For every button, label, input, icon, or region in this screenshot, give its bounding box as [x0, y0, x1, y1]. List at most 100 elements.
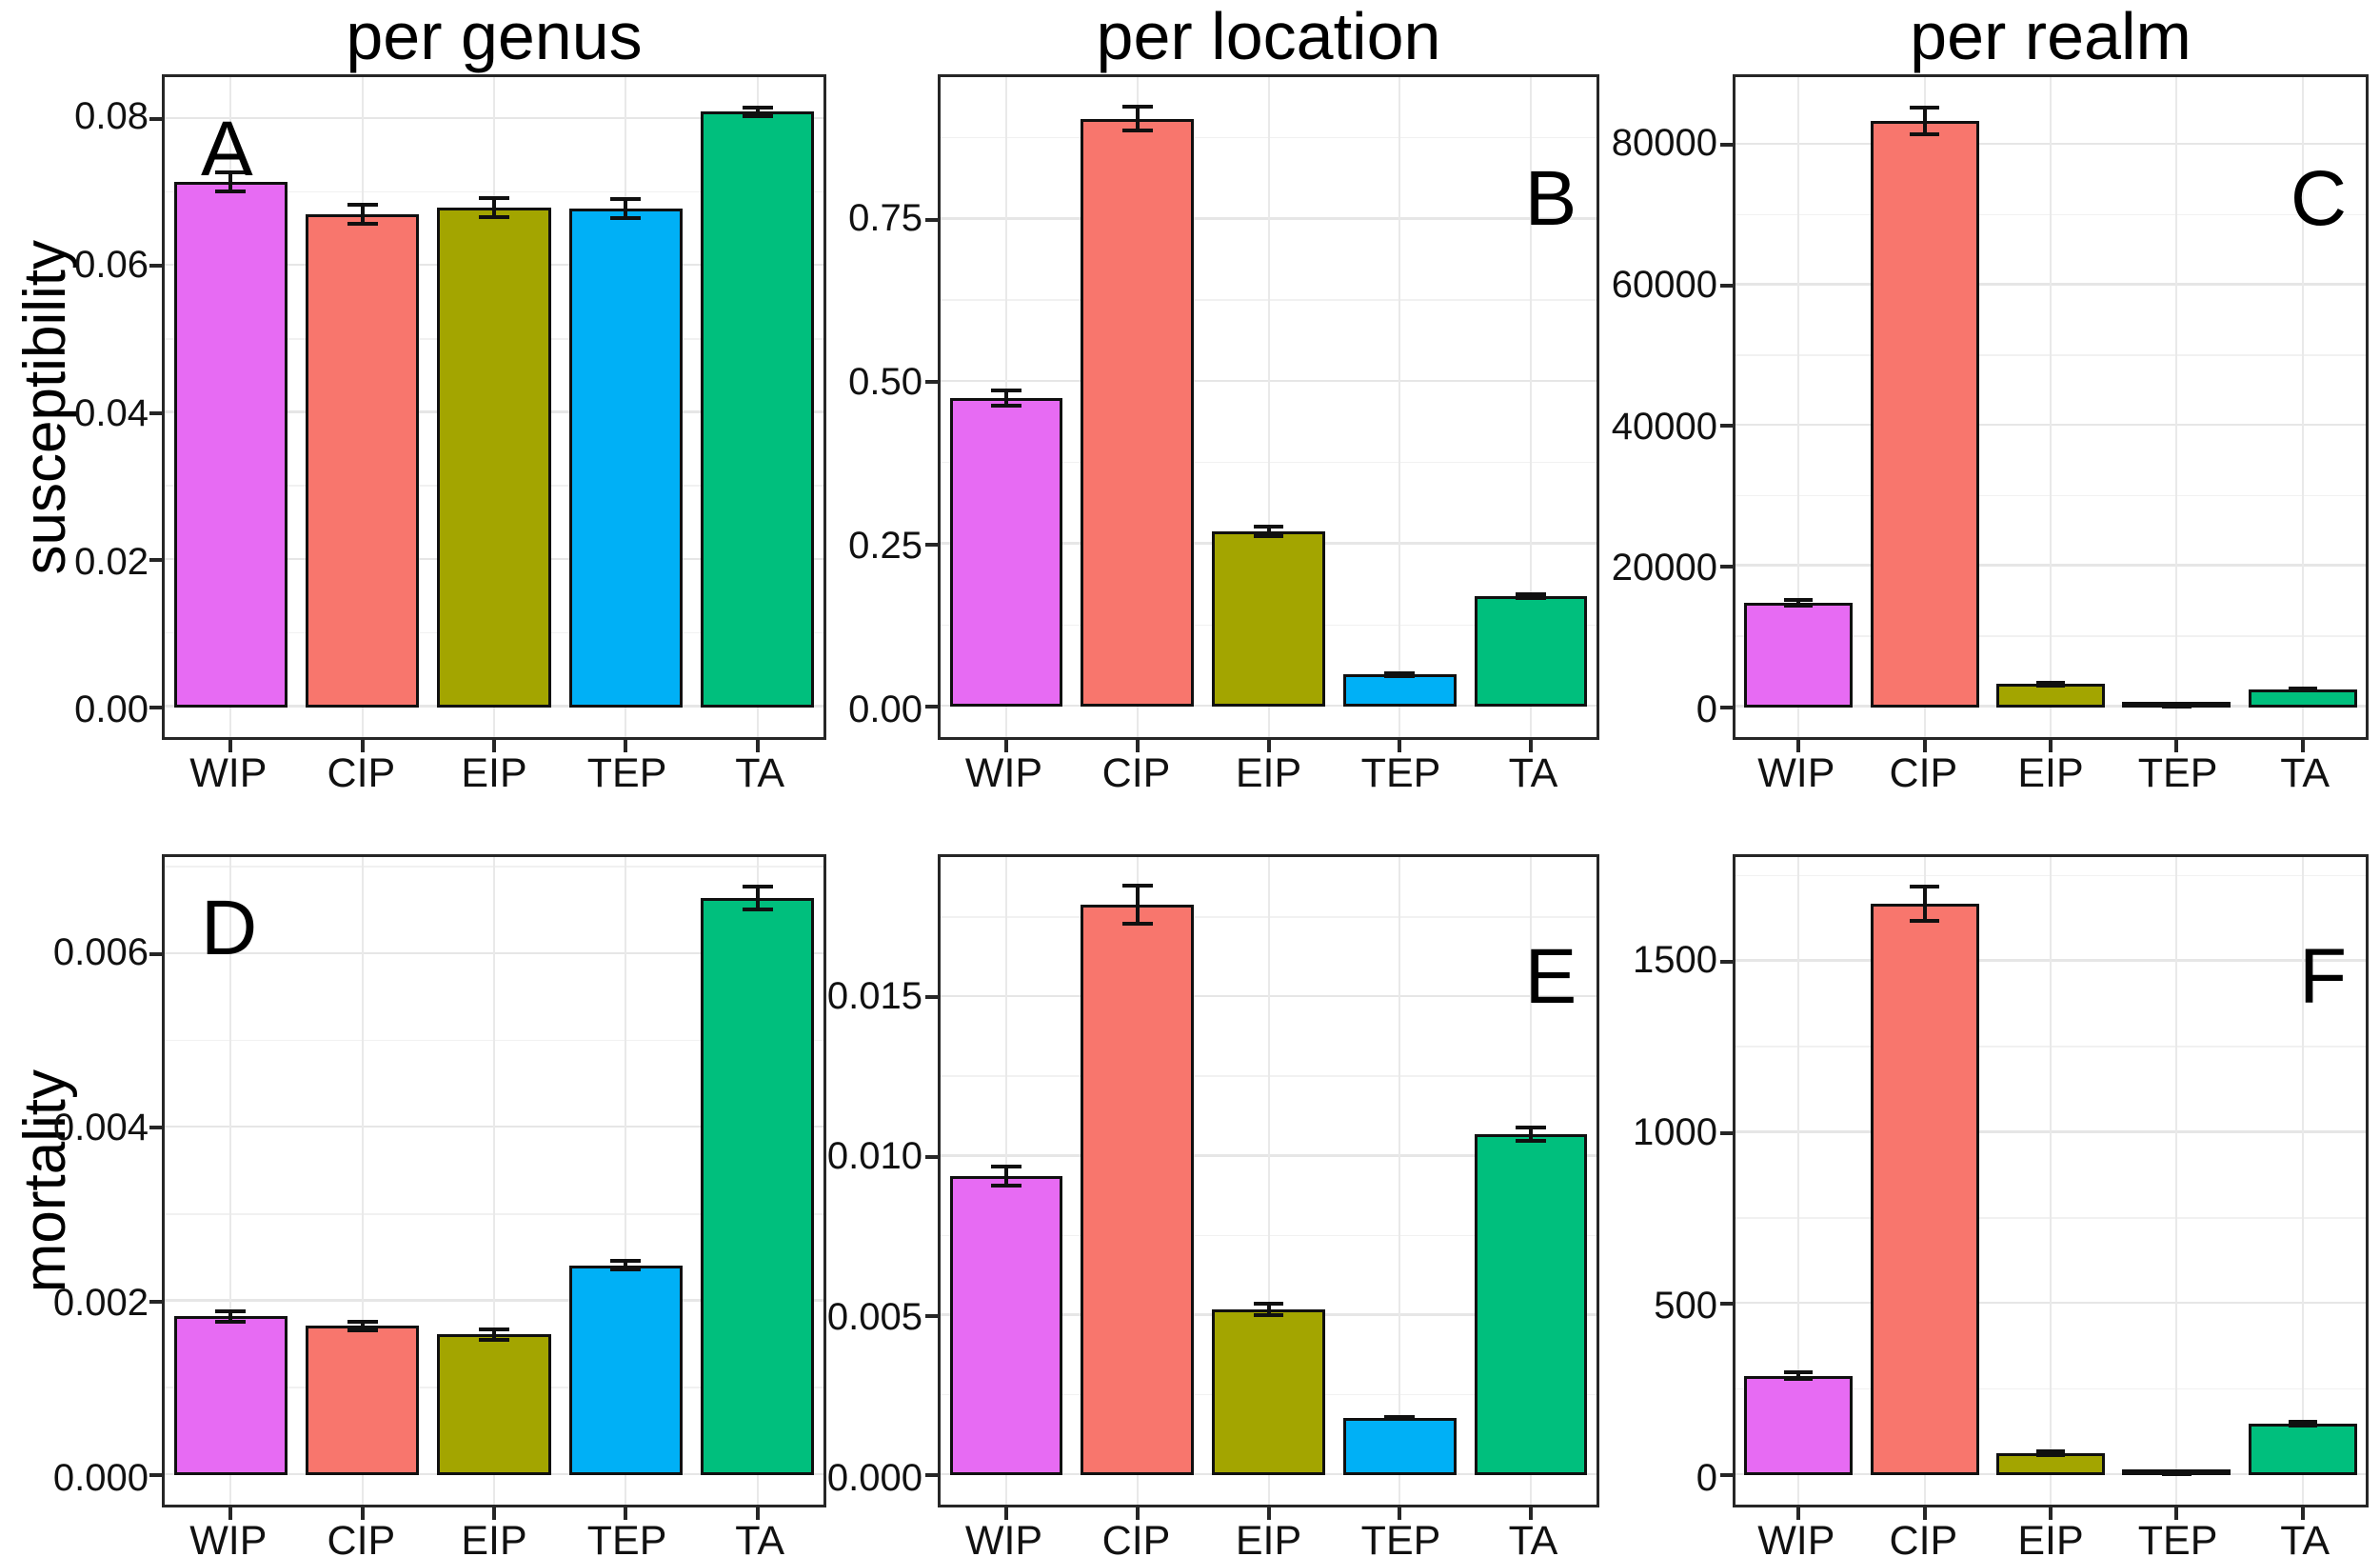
plot-panel-f: F [1720, 854, 2369, 1520]
y-tick-labels-panel-a: 0.00 0.02 0.04 0.06 0.08 [53, 74, 149, 740]
x-axis-label-eip: EIP [2017, 750, 2084, 796]
x-axis-label-wip: WIP [1757, 750, 1835, 796]
x-tick-mark [2300, 740, 2305, 752]
y-tick-labels-panel-b: 0.00 0.25 0.50 0.75 [816, 74, 922, 740]
y-tick-label: 0.75 [848, 196, 922, 239]
column-title-per-realm: per realm [1910, 0, 2192, 73]
y-tick-mark [925, 542, 938, 547]
x-axis-label-cip: CIP [327, 1518, 396, 1557]
panel-letter-c: C [2290, 154, 2348, 242]
bar-d-eip [437, 1334, 551, 1476]
errorbar-cap [1384, 673, 1416, 678]
x-tick-mark [755, 740, 760, 752]
plot-panel-a: A [149, 74, 826, 752]
errorbar-cap [215, 170, 247, 174]
x-axis-label-tep: TEP [2137, 750, 2218, 796]
bar-e-tep [1343, 1417, 1457, 1476]
errorbar-line [492, 1328, 496, 1340]
y-tick-mark [925, 1313, 938, 1318]
errorbar-line [1922, 886, 1927, 921]
x-tick-mark [360, 1507, 365, 1520]
errorbar-cap [347, 222, 378, 227]
y-tick-mark [149, 1126, 162, 1130]
gridline-vertical [2301, 857, 2304, 1505]
y-tick-label: 0.00 [848, 689, 922, 731]
panel-letter-b: B [1524, 154, 1577, 242]
y-tick-label: 500 [1654, 1284, 1717, 1327]
y-tick-label: 0.08 [74, 95, 149, 138]
y-tick-mark [149, 264, 162, 269]
y-tick-label: 0.000 [52, 1456, 149, 1499]
errorbar-cap [1910, 918, 1939, 923]
x-axis-label-eip: EIP [1235, 1518, 1302, 1557]
y-tick-label: 0.000 [826, 1456, 922, 1499]
errorbar-line [360, 1321, 365, 1330]
bar-d-tep [568, 1265, 683, 1476]
errorbar-cap [1783, 598, 1814, 603]
bar-c-eip [1996, 684, 2105, 708]
x-axis-label-ta: TA [1508, 1518, 1558, 1557]
errorbar-cap [1516, 1139, 1546, 1144]
gridline-vertical [1267, 857, 1270, 1505]
errorbar-cap [1384, 1417, 1416, 1422]
y-tick-mark [149, 410, 162, 415]
errorbar-cap [610, 1258, 642, 1263]
x-tick-mark [1529, 1507, 1534, 1520]
errorbar-line [360, 205, 365, 225]
x-axis-label-cip: CIP [327, 750, 396, 796]
bar-d-ta [701, 897, 815, 1476]
errorbar-cap [479, 1327, 509, 1331]
bar-f-ta [2248, 1424, 2357, 1476]
x-axis-label-wip: WIP [189, 750, 268, 796]
x-axis-label-wip: WIP [189, 1518, 268, 1557]
y-tick-mark [149, 1299, 162, 1304]
bar-a-wip [173, 181, 288, 708]
errorbar-cap [347, 1319, 378, 1324]
bar-e-wip [949, 1175, 1063, 1476]
errorbar-cap [2288, 1423, 2317, 1427]
y-tick-mark [925, 1154, 938, 1159]
y-tick-mark [925, 1473, 938, 1478]
errorbar-cap [1121, 922, 1153, 927]
y-tick-mark [149, 558, 162, 563]
x-tick-mark [2049, 1507, 2053, 1520]
errorbar-cap [1253, 525, 1284, 529]
x-axis-labels-panel-e: WIP CIP EIP TEP TA [938, 1515, 1599, 1557]
y-tick-label: 0.005 [826, 1296, 922, 1339]
y-tick-mark [1720, 283, 1733, 288]
x-tick-mark [1922, 1507, 1927, 1520]
errorbar-line [1003, 390, 1008, 407]
x-axis-label-ta: TA [735, 750, 785, 796]
x-axis-label-wip: WIP [1757, 1518, 1835, 1557]
x-axis-label-eip: EIP [461, 750, 527, 796]
errorbar-line [1266, 527, 1271, 536]
panel-letter-a: A [201, 105, 253, 192]
bar-f-cip [1870, 903, 1979, 1476]
x-tick-mark [755, 1507, 760, 1520]
errorbar-cap [742, 907, 773, 911]
gridline-vertical [229, 857, 232, 1505]
y-tick-label: 0.002 [52, 1281, 149, 1324]
errorbar-cap [1516, 592, 1546, 597]
x-axis-labels-panel-c: WIP CIP EIP TEP TA [1733, 748, 2369, 797]
y-tick-mark [1720, 959, 1733, 964]
errorbar-cap [479, 1337, 509, 1342]
bar-e-cip [1081, 905, 1194, 1476]
errorbar-line [1922, 107, 1927, 134]
y-tick-label: 0.004 [52, 1106, 149, 1148]
x-tick-mark [1796, 1507, 1801, 1520]
errorbar-cap [1783, 1377, 1814, 1382]
errorbar-cap [2288, 688, 2317, 692]
errorbar-cap [2288, 1420, 2317, 1425]
bar-a-eip [437, 207, 551, 708]
errorbar-cap [479, 214, 509, 219]
bar-e-ta [1474, 1134, 1588, 1476]
x-tick-mark [1135, 740, 1140, 752]
errorbar-line [2049, 1450, 2053, 1455]
y-tick-mark [925, 217, 938, 222]
errorbar-cap [991, 389, 1021, 393]
bar-a-ta [701, 111, 815, 708]
x-axis-label-cip: CIP [1889, 1518, 1958, 1557]
gridline-vertical [1398, 77, 1401, 737]
y-tick-mark [1720, 1302, 1733, 1307]
